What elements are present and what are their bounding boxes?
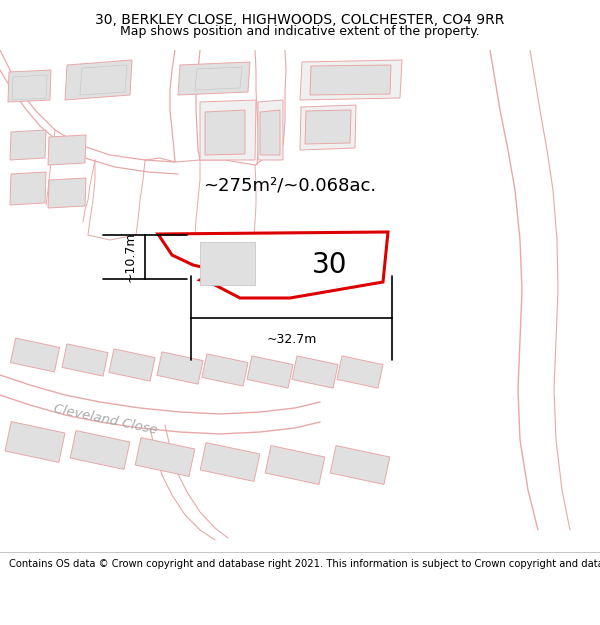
Polygon shape — [10, 338, 59, 372]
Polygon shape — [258, 100, 283, 160]
Polygon shape — [300, 60, 402, 100]
Polygon shape — [62, 344, 108, 376]
Polygon shape — [8, 70, 51, 102]
Polygon shape — [265, 446, 325, 484]
Polygon shape — [330, 446, 390, 484]
Polygon shape — [305, 110, 351, 144]
Text: Contains OS data © Crown copyright and database right 2021. This information is : Contains OS data © Crown copyright and d… — [9, 559, 600, 569]
Text: ~275m²/~0.068ac.: ~275m²/~0.068ac. — [203, 176, 377, 194]
Polygon shape — [10, 172, 46, 205]
Polygon shape — [70, 431, 130, 469]
Polygon shape — [300, 105, 356, 150]
Polygon shape — [10, 130, 46, 160]
Text: ~32.7m: ~32.7m — [266, 333, 317, 346]
Polygon shape — [337, 356, 383, 388]
Polygon shape — [5, 422, 65, 462]
Polygon shape — [205, 110, 245, 155]
Polygon shape — [292, 356, 338, 388]
Polygon shape — [195, 67, 242, 90]
Polygon shape — [80, 65, 127, 95]
Polygon shape — [109, 349, 155, 381]
Polygon shape — [200, 100, 256, 160]
Polygon shape — [12, 75, 47, 100]
Polygon shape — [157, 352, 203, 384]
Text: Cleveland Close: Cleveland Close — [52, 402, 158, 437]
Polygon shape — [65, 60, 132, 100]
Polygon shape — [200, 442, 260, 481]
Polygon shape — [202, 354, 248, 386]
Polygon shape — [247, 356, 293, 388]
Polygon shape — [48, 178, 86, 208]
Polygon shape — [310, 65, 391, 95]
Text: 30: 30 — [312, 251, 348, 279]
Polygon shape — [135, 438, 195, 476]
Text: 30, BERKLEY CLOSE, HIGHWOODS, COLCHESTER, CO4 9RR: 30, BERKLEY CLOSE, HIGHWOODS, COLCHESTER… — [95, 12, 505, 26]
Polygon shape — [158, 232, 388, 298]
Text: ~10.7m: ~10.7m — [124, 232, 137, 282]
Polygon shape — [48, 135, 86, 165]
Polygon shape — [200, 242, 255, 285]
Text: Map shows position and indicative extent of the property.: Map shows position and indicative extent… — [120, 24, 480, 38]
Polygon shape — [178, 62, 250, 95]
Polygon shape — [260, 110, 280, 155]
